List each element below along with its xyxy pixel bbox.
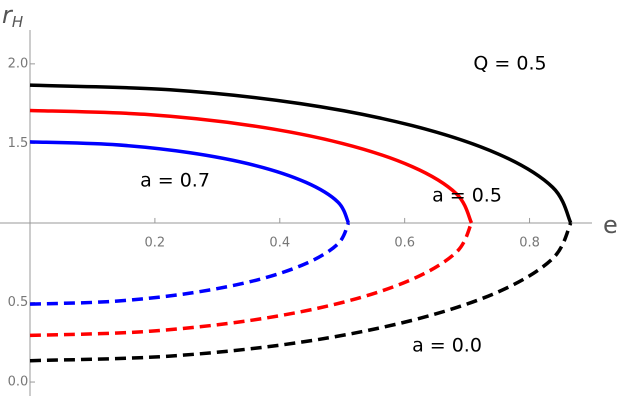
curve bbox=[29, 222, 351, 306]
annotation: Q = 0.5 bbox=[473, 53, 546, 75]
curve bbox=[29, 222, 474, 338]
y-axis-label: rH bbox=[2, 1, 23, 31]
y-tick-label: 0.5 bbox=[8, 295, 29, 310]
y-label-main: r bbox=[2, 1, 14, 29]
curve bbox=[29, 83, 573, 224]
annotation: a = 0.0 bbox=[412, 335, 482, 357]
annotation: a = 0.5 bbox=[432, 185, 502, 207]
x-tick-label: 0.6 bbox=[394, 235, 415, 250]
curve bbox=[29, 108, 474, 224]
y-tick-label: 1.5 bbox=[8, 136, 29, 151]
x-tick-label: 0.2 bbox=[145, 235, 166, 250]
curve bbox=[29, 222, 573, 363]
x-axis-label: e bbox=[603, 211, 618, 239]
y-label-sub: H bbox=[12, 13, 23, 31]
x-tick-label: 0.4 bbox=[269, 235, 290, 250]
y-tick-label: 2.0 bbox=[8, 56, 29, 71]
curve bbox=[29, 140, 351, 224]
y-tick-label: 0.0 bbox=[8, 375, 29, 390]
annotation: a = 0.7 bbox=[140, 170, 210, 192]
x-tick-label: 0.8 bbox=[519, 235, 540, 250]
